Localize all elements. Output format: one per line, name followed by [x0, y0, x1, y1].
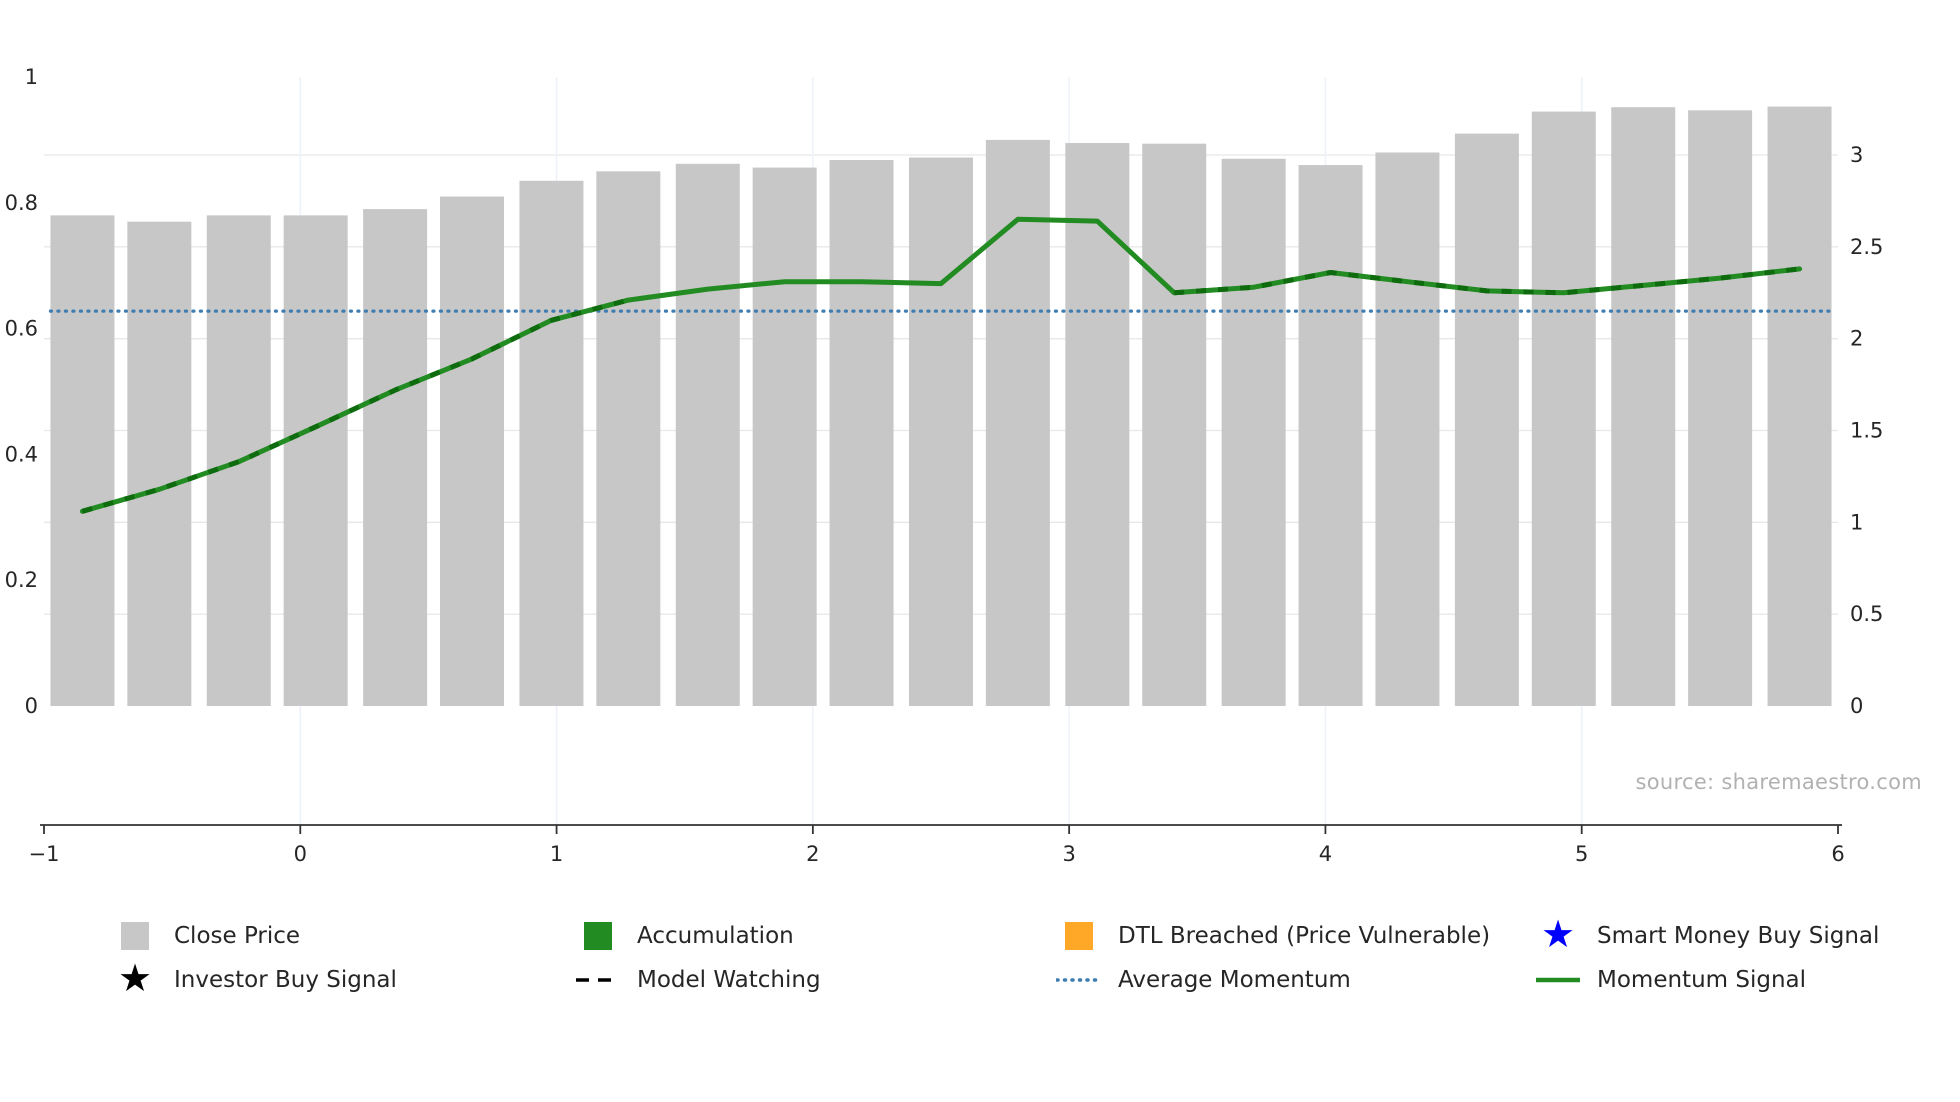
- legend-item-average-momentum: Average Momentum: [1056, 960, 1535, 1000]
- legend-label-average-momentum: Average Momentum: [1118, 967, 1351, 993]
- legend-item-model-watching: Model Watching: [575, 960, 1056, 1000]
- right-tick-label: 1: [1850, 510, 1863, 534]
- average-momentum-line-sample: [1056, 960, 1102, 1000]
- model-watching-line-sample: [575, 960, 621, 1000]
- dtl-breached-swatch: [1056, 916, 1102, 956]
- right-tick-label: 0.5: [1850, 602, 1883, 626]
- close-price-bar: [363, 209, 428, 706]
- x-tick-label: 2: [806, 842, 819, 866]
- x-tick-label: 5: [1575, 842, 1588, 866]
- close-price-bar: [439, 196, 504, 706]
- close-price-bar: [283, 215, 348, 706]
- x-tick-label: 4: [1319, 842, 1332, 866]
- legend-item-close-price: Close Price: [112, 916, 575, 956]
- x-axis: −1 0 1 2 3 4 5 6: [29, 824, 1845, 866]
- right-tick-label: 2.5: [1850, 235, 1883, 259]
- source-text: source: sharemaestro.com: [1635, 770, 1922, 794]
- close-price-bar: [1298, 165, 1363, 706]
- average-momentum-line-icon: [1056, 978, 1102, 982]
- x-tick-label: 0: [294, 842, 307, 866]
- close-price-bar: [909, 157, 973, 707]
- legend-label-accumulation: Accumulation: [637, 923, 794, 949]
- legend-item-dtl-breached: DTL Breached (Price Vulnerable): [1056, 916, 1535, 956]
- left-axis-labels: 0 0.2 0.4 0.6 0.8 1: [5, 65, 38, 718]
- legend: Close Price Accumulation DTL Breached (Pri…: [112, 912, 1880, 1000]
- close-price-bar: [1454, 133, 1519, 707]
- close-price-bar: [1531, 111, 1596, 707]
- close-price-bar: [1611, 107, 1676, 706]
- legend-label-smart-money-buy-signal: Smart Money Buy Signal: [1597, 923, 1880, 949]
- left-tick-label: 0.8: [5, 191, 38, 215]
- star-icon: ★: [1540, 912, 1576, 956]
- left-tick-label: 0.6: [5, 317, 38, 341]
- x-tick-label: −1: [29, 842, 60, 866]
- right-tick-label: 1.5: [1850, 419, 1883, 443]
- close-price-bars: [50, 106, 1832, 707]
- accumulation-segment: [1174, 266, 1800, 296]
- smart-money-buy-signal-star-icon: ★: [1535, 912, 1581, 956]
- legend-label-model-watching: Model Watching: [637, 967, 821, 993]
- x-tick-label: 6: [1831, 842, 1844, 866]
- close-price-bar: [1221, 158, 1286, 706]
- left-tick-label: 0.4: [5, 442, 38, 466]
- close-price-bar: [675, 163, 740, 706]
- close-price-swatch: [112, 916, 158, 956]
- legend-label-momentum-signal: Momentum Signal: [1597, 967, 1807, 993]
- right-tick-label: 2: [1850, 327, 1863, 351]
- legend-label-investor-buy-signal: Investor Buy Signal: [174, 967, 397, 993]
- legend-item-accumulation: Accumulation: [575, 916, 1056, 956]
- legend-item-smart-money-buy-signal: ★ Smart Money Buy Signal: [1535, 912, 1880, 956]
- momentum-signal-line-sample: [1535, 960, 1581, 1000]
- right-tick-label: 3: [1850, 143, 1863, 167]
- legend-item-investor-buy-signal: ★ Investor Buy Signal: [112, 956, 575, 1000]
- close-price-bar: [50, 215, 115, 706]
- right-axis-labels: 0 0.5 1 1.5 2 2.5 3: [1850, 143, 1883, 718]
- chart-svg: −1 0 1 2 3 4 5 6 0 0.2 0.4 0.6 0.8 1 0 0.5 1 1.5 2 2.5 3: [5, 65, 1884, 866]
- close-price-bar: [1142, 143, 1207, 706]
- close-price-bar: [752, 167, 817, 707]
- legend-label-dtl-breached: DTL Breached (Price Vulnerable): [1118, 923, 1491, 949]
- accumulation-swatch: [575, 916, 621, 956]
- momentum-signal-line: [79, 216, 1803, 514]
- close-price-bar: [1375, 152, 1440, 707]
- close-price-bar: [127, 221, 192, 707]
- close-price-bar: [985, 139, 1050, 706]
- close-price-bar: [1065, 143, 1130, 707]
- x-tick-label: 3: [1062, 842, 1075, 866]
- accumulation-swatch-box: [584, 922, 612, 950]
- close-price-bar: [519, 180, 584, 706]
- investor-buy-signal-star-icon: ★: [112, 956, 158, 1000]
- close-price-bar: [1688, 110, 1753, 707]
- close-price-bar: [596, 171, 661, 707]
- left-tick-label: 0.2: [5, 568, 38, 592]
- accumulation-dashes: [81, 266, 1800, 514]
- dtl-breached-swatch-box: [1065, 922, 1093, 950]
- legend-label-close-price: Close Price: [174, 923, 301, 949]
- legend-item-momentum-signal: Momentum Signal: [1535, 960, 1879, 1000]
- model-watching-line-icon: [576, 978, 620, 982]
- momentum-signal-line-icon: [1536, 977, 1580, 983]
- close-price-swatch-box: [121, 922, 149, 950]
- x-tick-label: 1: [550, 842, 563, 866]
- star-icon: ★: [117, 956, 153, 1000]
- left-tick-label: 1: [25, 65, 38, 89]
- close-price-bar: [1767, 106, 1832, 707]
- accumulation-segment: [81, 297, 629, 514]
- right-tick-label: 0: [1850, 694, 1863, 718]
- left-tick-label: 0: [25, 694, 38, 718]
- close-price-bar: [829, 160, 894, 706]
